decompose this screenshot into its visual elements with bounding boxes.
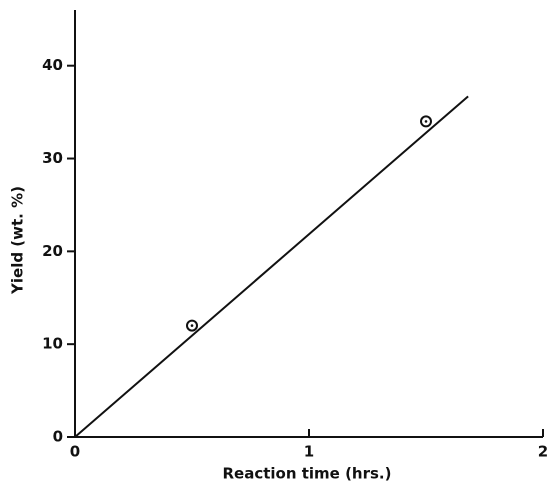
y-tick-label: 0 [53,428,63,446]
y-tick-label: 20 [42,242,63,260]
x-tick-label: 0 [70,443,80,461]
data-point-dot [190,324,194,327]
x-tick-label: 1 [304,443,314,461]
x-axis-label: Reaction time (hrs.) [222,465,391,483]
data-point-dot [424,120,428,123]
y-tick-label: 40 [42,56,63,74]
fit-line [74,95,469,438]
x-tick-label: 2 [538,443,547,461]
y-tick-label: 10 [42,335,63,353]
y-axis-label: Yield (wt. %) [9,186,27,295]
y-tick-label: 30 [42,149,63,167]
